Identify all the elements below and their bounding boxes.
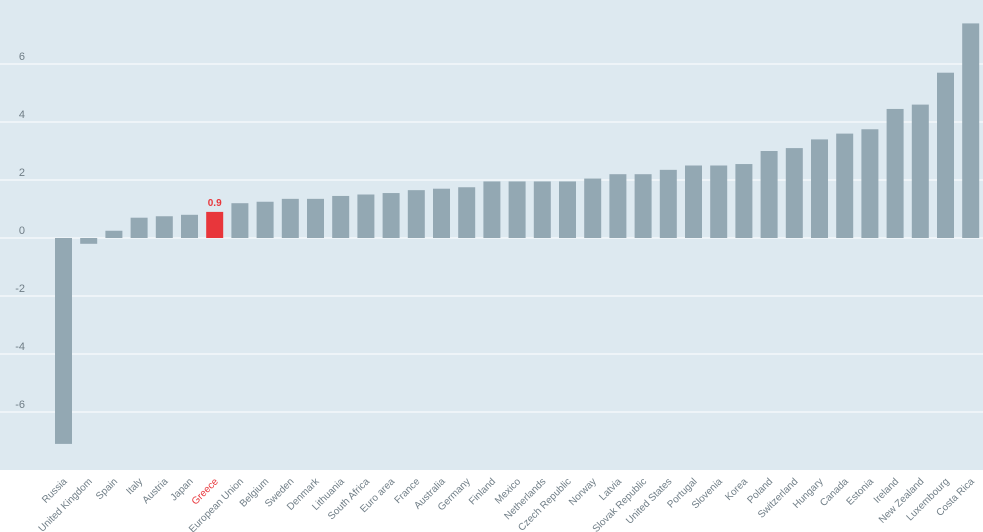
y-tick-label: 2 [19,167,25,179]
bar-south-africa [357,194,375,238]
y-axis: -6 -4 -2 0 2 4 6 [15,51,25,411]
bar-slovak-republic [634,174,652,238]
y-tick-label: -6 [15,399,25,411]
bar-hungary [811,139,828,238]
bar-euro-area [382,193,400,238]
y-tick-label: 0 [19,225,25,237]
bar-germany [458,187,476,238]
bar-united-kingdom [80,238,98,244]
x-tick-label: Estonia [845,476,877,508]
bar-finland [483,181,501,238]
bar-united-states [659,169,677,238]
bar-european-union [231,203,249,238]
bar-japan [181,214,198,238]
bar-canada [836,133,854,238]
x-tick-label: Austria [141,476,171,506]
y-tick-label: 4 [19,109,25,121]
bar-spain [105,230,123,238]
bar-new-zealand [911,104,929,238]
bar-france [407,190,425,238]
bar-denmark [307,198,324,238]
bar-austria [155,216,173,238]
x-tick-label: Norway [567,476,599,508]
bar-portugal [685,165,702,238]
bar-belgium [256,201,274,238]
bar-czech-republic [559,181,576,238]
bar-slovenia [710,165,728,238]
bar-latvia [609,174,627,238]
bar-luxembourg [937,72,954,238]
bar-korea [735,164,753,238]
bar-lithuania [332,195,350,238]
x-tick-label: Italy [124,476,145,497]
bar-costa-rica [962,23,980,239]
y-tick-label: 6 [19,51,25,63]
bars: 0.9 [55,23,980,444]
bar-switzerland [785,148,803,238]
bar-ireland [886,108,904,238]
bar-estonia [861,129,879,238]
x-tick-label: Finland [467,476,498,507]
bar-australia [433,188,450,238]
bar-greece [206,211,224,238]
bar-mexico [508,181,526,238]
data-label-greece: 0.9 [208,198,222,209]
bar-russia [55,238,72,444]
y-tick-label: -2 [15,283,25,295]
bar-netherlands [533,181,551,238]
bar-norway [584,178,602,238]
bar-poland [760,151,778,238]
bar-sweden [281,198,299,238]
y-tick-label: -4 [15,341,25,353]
x-tick-label: Spain [94,476,120,502]
x-tick-label: Canada [818,476,851,509]
bar-italy [130,217,148,238]
